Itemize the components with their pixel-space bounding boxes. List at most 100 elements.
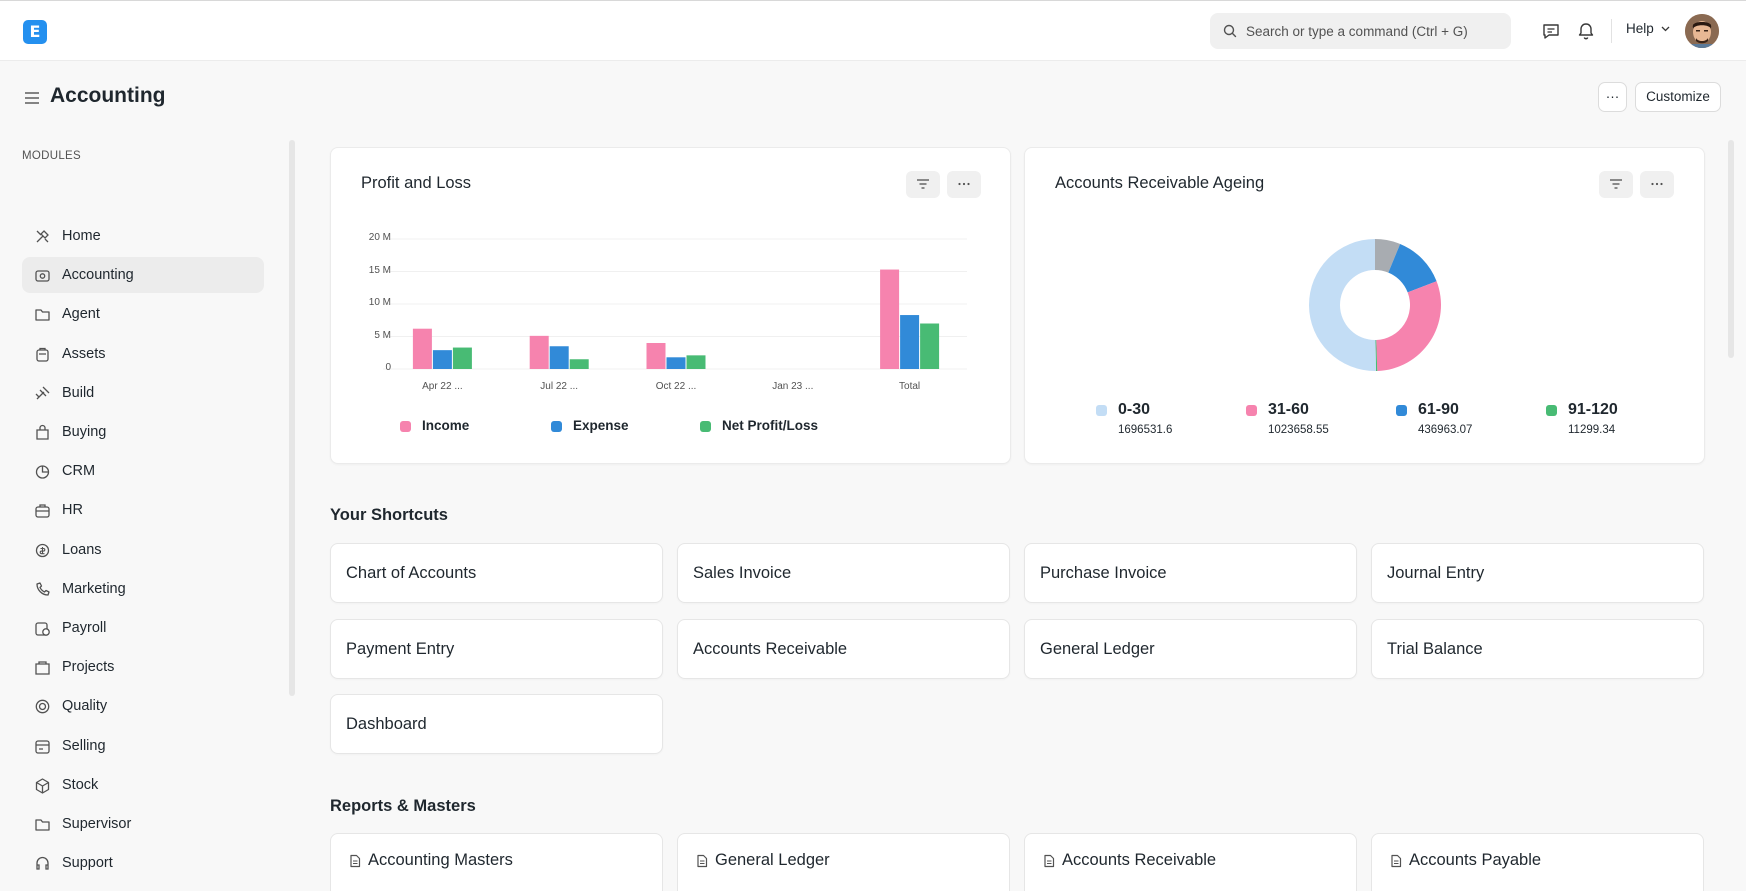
donut-slice-other[interactable] bbox=[1375, 239, 1401, 273]
sidebar-item-marketing[interactable]: Marketing bbox=[22, 571, 264, 607]
sidebar-item-home[interactable]: Home bbox=[22, 218, 264, 254]
report-card-accounts-receivable[interactable]: Accounts Receivable bbox=[1024, 833, 1357, 891]
report-card-accounts-payable[interactable]: Accounts Payable bbox=[1371, 833, 1704, 891]
sidebar-item-selling[interactable]: Selling bbox=[22, 728, 264, 764]
bar-net-profit-loss[interactable] bbox=[920, 323, 940, 370]
sidebar-item-label: Accounting bbox=[62, 267, 134, 284]
sidebar-item-build[interactable]: Build bbox=[22, 375, 264, 411]
bar-expense[interactable] bbox=[900, 315, 920, 369]
filter-button[interactable] bbox=[1599, 171, 1633, 198]
sidebar-item-stock[interactable]: Stock bbox=[22, 767, 264, 803]
chart-options-button[interactable] bbox=[947, 171, 981, 198]
shortcut-journal-entry[interactable]: Journal Entry bbox=[1371, 543, 1704, 603]
search-icon bbox=[1223, 24, 1237, 38]
avatar[interactable] bbox=[1685, 14, 1719, 48]
quality-icon bbox=[35, 700, 50, 714]
donut-slice-0-30[interactable] bbox=[1309, 239, 1376, 371]
bar-expense[interactable] bbox=[666, 357, 686, 369]
chat-icon[interactable] bbox=[1541, 21, 1561, 41]
shortcut-dashboard[interactable]: Dashboard bbox=[330, 694, 663, 754]
bar-expense[interactable] bbox=[549, 346, 569, 369]
search-input[interactable] bbox=[1246, 13, 1506, 49]
bar-expense[interactable] bbox=[432, 350, 452, 369]
filter-icon bbox=[917, 179, 929, 189]
sidebar-item-label: HR bbox=[62, 502, 83, 519]
shortcut-trial-balance[interactable]: Trial Balance bbox=[1371, 619, 1704, 679]
sidebar-toggle-icon[interactable] bbox=[24, 90, 40, 106]
sidebar-item-website[interactable]: Website bbox=[22, 884, 264, 891]
sidebar-item-accounting[interactable]: Accounting bbox=[22, 257, 264, 294]
report-card-general-ledger[interactable]: General Ledger bbox=[677, 833, 1010, 891]
sidebar-item-agent[interactable]: Agent bbox=[22, 296, 264, 332]
x-tick-label: Jul 22 ... bbox=[540, 381, 579, 392]
sidebar-item-hr[interactable]: HR bbox=[22, 492, 264, 528]
shortcut-label: Trial Balance bbox=[1387, 640, 1483, 658]
sidebar-item-label: Agent bbox=[62, 306, 100, 323]
shortcut-label: Payment Entry bbox=[346, 640, 455, 658]
donut-slice-91-120[interactable] bbox=[1375, 339, 1378, 371]
help-label: Help bbox=[1626, 21, 1654, 36]
legend-value: 436963.07 bbox=[1418, 424, 1473, 436]
report-card-title: Accounts Payable bbox=[1409, 851, 1542, 869]
bar-income[interactable] bbox=[646, 343, 666, 369]
sidebar-scrollbar[interactable] bbox=[289, 140, 295, 696]
sidebar-item-supervisor[interactable]: Supervisor bbox=[22, 806, 264, 842]
sidebar-item-quality[interactable]: Quality bbox=[22, 688, 264, 724]
shortcut-purchase-invoice[interactable]: Purchase Invoice bbox=[1024, 543, 1357, 603]
legend-swatch bbox=[1096, 405, 1107, 416]
chart-options-button[interactable] bbox=[1640, 171, 1674, 198]
filter-button[interactable] bbox=[906, 171, 940, 198]
chevron-down-icon bbox=[1661, 26, 1669, 32]
bar-income[interactable] bbox=[529, 335, 549, 369]
shortcut-payment-entry[interactable]: Payment Entry bbox=[330, 619, 663, 679]
app-logo[interactable]: E bbox=[23, 20, 47, 44]
y-tick-label: 0 bbox=[385, 362, 391, 373]
more-actions-button[interactable]: ··· bbox=[1598, 82, 1627, 112]
bar-chart-svg bbox=[383, 238, 967, 370]
chart-title: Profit and Loss bbox=[361, 174, 472, 192]
reports-section-title: Reports & Masters bbox=[330, 797, 476, 815]
help-dropdown[interactable]: Help bbox=[1626, 21, 1670, 36]
sidebar-item-crm[interactable]: CRM bbox=[22, 453, 264, 489]
shortcut-label: Journal Entry bbox=[1387, 564, 1485, 582]
ellipsis-icon bbox=[1651, 182, 1663, 186]
folder-icon bbox=[35, 309, 50, 322]
legend-label: 31-60 bbox=[1268, 401, 1309, 418]
sidebar-item-buying[interactable]: Buying bbox=[22, 414, 264, 450]
report-card-title: Accounting Masters bbox=[368, 851, 513, 869]
shortcut-accounts-receivable[interactable]: Accounts Receivable bbox=[677, 619, 1010, 679]
bar-net-profit-loss[interactable] bbox=[686, 355, 706, 369]
bar-income[interactable] bbox=[412, 328, 432, 369]
projects-icon bbox=[35, 661, 50, 675]
donut-slice-61-90[interactable] bbox=[1388, 243, 1437, 293]
sidebar-item-support[interactable]: Support bbox=[22, 845, 264, 881]
x-tick-label: Oct 22 ... bbox=[655, 381, 697, 392]
shortcut-sales-invoice[interactable]: Sales Invoice bbox=[677, 543, 1010, 603]
donut-slice-31-60[interactable] bbox=[1376, 281, 1441, 371]
sidebar-item-loans[interactable]: Loans bbox=[22, 532, 264, 568]
bar-net-profit-loss[interactable] bbox=[452, 347, 472, 369]
bar-income[interactable] bbox=[880, 269, 900, 369]
bar-net-profit-loss[interactable] bbox=[569, 359, 589, 369]
crm-icon bbox=[35, 465, 50, 479]
sidebar-item-label: Loans bbox=[62, 541, 102, 558]
main-scrollbar[interactable] bbox=[1728, 140, 1734, 358]
y-tick-label: 20 M bbox=[368, 232, 391, 243]
sidebar-item-label: Selling bbox=[62, 737, 106, 754]
sidebar-item-label: Support bbox=[62, 855, 113, 872]
sidebar-item-projects[interactable]: Projects bbox=[22, 649, 264, 685]
x-tick-label: Total bbox=[899, 381, 921, 392]
shortcut-general-ledger[interactable]: General Ledger bbox=[1024, 619, 1357, 679]
y-tick-label: 5 M bbox=[374, 329, 391, 341]
legend-value: 1023658.55 bbox=[1268, 424, 1329, 436]
search-bar[interactable] bbox=[1210, 13, 1511, 49]
y-tick-label: 10 M bbox=[368, 297, 391, 308]
report-card-accounting-masters[interactable]: Accounting Masters bbox=[330, 833, 663, 891]
buying-icon bbox=[36, 424, 49, 440]
sidebar-item-assets[interactable]: Assets bbox=[22, 336, 264, 372]
shortcut-chart-of-accounts[interactable]: Chart of Accounts bbox=[330, 543, 663, 603]
bell-icon[interactable] bbox=[1576, 21, 1596, 41]
customize-button[interactable]: Customize bbox=[1635, 82, 1721, 112]
payroll-icon bbox=[35, 622, 50, 636]
sidebar-item-payroll[interactable]: Payroll bbox=[22, 610, 264, 646]
